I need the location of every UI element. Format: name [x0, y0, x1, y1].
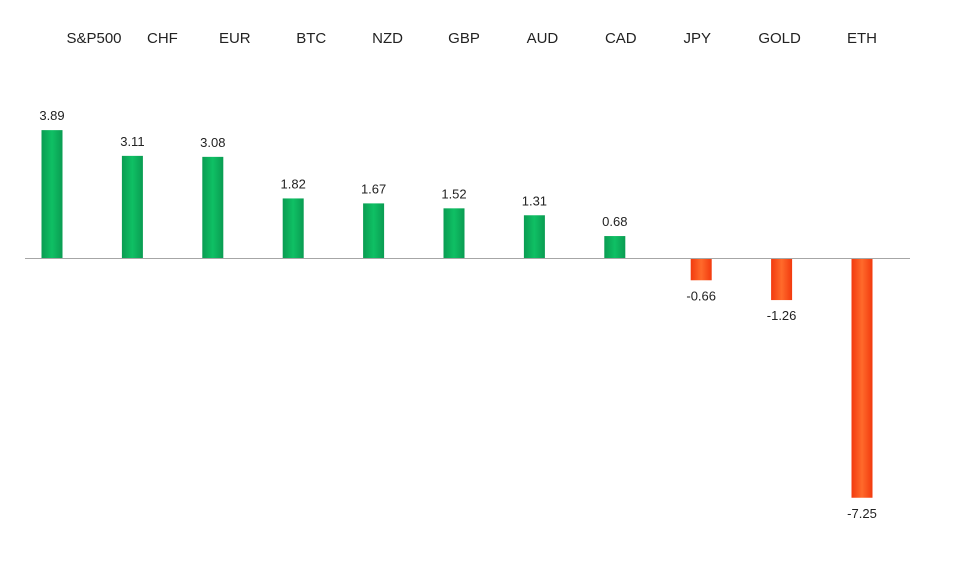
- category-label-gbp: GBP: [448, 30, 480, 47]
- bar-jpy: [690, 258, 712, 281]
- value-label-gbp: 1.52: [441, 186, 466, 201]
- value-label-cad: 0.68: [602, 214, 627, 229]
- bars: [41, 130, 873, 498]
- bar-aud: [523, 215, 545, 259]
- category-label-eth: ETH: [847, 30, 877, 47]
- category-label-btc: BTC: [296, 30, 326, 47]
- category-label-chf: CHF: [147, 30, 178, 47]
- category-label-eur: EUR: [219, 30, 251, 47]
- category-label-cad: CAD: [605, 30, 637, 47]
- category-labels: S&P500 CHF EUR BTC NZD GBP AUD CAD JPY GOLD ETH: [66, 30, 877, 47]
- bar-cad: [604, 236, 626, 259]
- bar-gold: [771, 258, 793, 301]
- value-label-jpy: -0.66: [686, 288, 716, 303]
- value-labels: 3.89 3.11 3.08 1.82 1.67 1.52 1.31 0.68 -0.66 -1.…: [39, 108, 876, 521]
- bar-s-p500: [41, 130, 63, 259]
- bar-chf: [121, 155, 143, 259]
- value-label-nzd: 1.67: [361, 181, 386, 196]
- value-label-eur: 3.08: [200, 135, 225, 150]
- value-label-aud: 1.31: [522, 193, 547, 208]
- value-label-gold: -1.26: [767, 308, 797, 323]
- category-label-nzd: NZD: [372, 30, 403, 47]
- value-label-s-p500: 3.89: [39, 108, 64, 123]
- bar-eth: [851, 258, 873, 498]
- value-label-chf: 3.11: [120, 134, 144, 149]
- bar-eur: [202, 156, 224, 259]
- value-label-eth: -7.25: [847, 506, 877, 521]
- category-label-s-p500: S&P500: [66, 30, 121, 47]
- bar-gbp: [443, 208, 465, 259]
- category-label-gold: GOLD: [758, 30, 801, 47]
- category-label-jpy: JPY: [683, 30, 711, 47]
- bar-nzd: [363, 203, 385, 259]
- category-label-aud: AUD: [527, 30, 559, 47]
- value-label-btc: 1.82: [281, 176, 306, 191]
- bar-btc: [282, 198, 304, 259]
